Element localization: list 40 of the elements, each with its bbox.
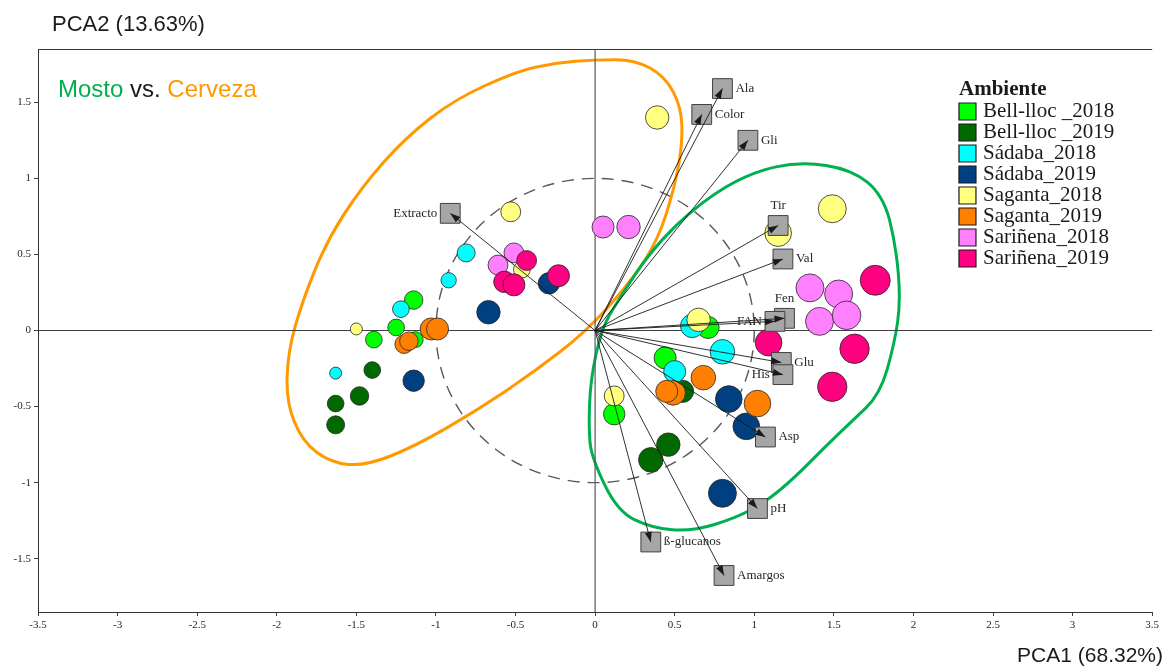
annotation: Val <box>795 250 814 266</box>
x-tick-label: 3.5 <box>1145 618 1160 631</box>
legend-title: Ambiente <box>958 76 1047 101</box>
x-tick-label: -1 <box>431 618 441 631</box>
annotation: His <box>751 366 770 382</box>
annotation: Extracto <box>393 204 438 220</box>
annotation: Glu <box>794 353 815 369</box>
annotation: Ala <box>735 79 755 95</box>
x-tick-label: -3 <box>113 618 123 631</box>
y-tick-label: 1.5 <box>17 95 32 108</box>
y-tick-label: 0.5 <box>17 247 32 260</box>
annotation: Fen <box>774 289 795 305</box>
x-tick-label: -2 <box>272 618 282 631</box>
x-tick-label: 0.5 <box>667 618 683 631</box>
x-tick-label: -0.5 <box>506 618 525 631</box>
annotation: Color <box>714 105 746 121</box>
annotation: Asp <box>778 428 800 444</box>
annotation: Gli <box>760 131 778 147</box>
x-axis-title: PCA1 (68.32%) <box>1017 642 1163 666</box>
x-tick-label: 1.5 <box>826 618 842 631</box>
x-tick-label: -2.5 <box>188 618 207 631</box>
x-tick-label: -3.5 <box>29 618 48 631</box>
annotation: ß-glucanos <box>663 533 721 549</box>
x-tick-label: -1.5 <box>347 618 366 631</box>
y-tick-label: 0 <box>25 323 32 336</box>
x-tick-label: 2 <box>910 618 917 631</box>
y-tick-label: -1 <box>21 475 31 488</box>
annotation: pH <box>770 499 787 515</box>
x-tick-label: 1 <box>751 618 758 631</box>
annotation: Tir <box>770 196 787 212</box>
legend-label: Sariñena_2019 <box>982 245 1109 270</box>
y-tick-label: -1.5 <box>13 551 32 564</box>
x-tick-label: 0 <box>592 618 599 631</box>
annotation: Mosto vs. Cerveza <box>58 74 258 102</box>
x-tick-label: 2.5 <box>986 618 1001 631</box>
y-axis-title: PCA2 (13.63%) <box>52 11 205 37</box>
y-tick-label: 1 <box>25 171 31 184</box>
y-tick-label: -0.5 <box>13 399 32 412</box>
x-tick-label: 3 <box>1069 618 1076 631</box>
annotation: Amargos <box>737 566 785 582</box>
